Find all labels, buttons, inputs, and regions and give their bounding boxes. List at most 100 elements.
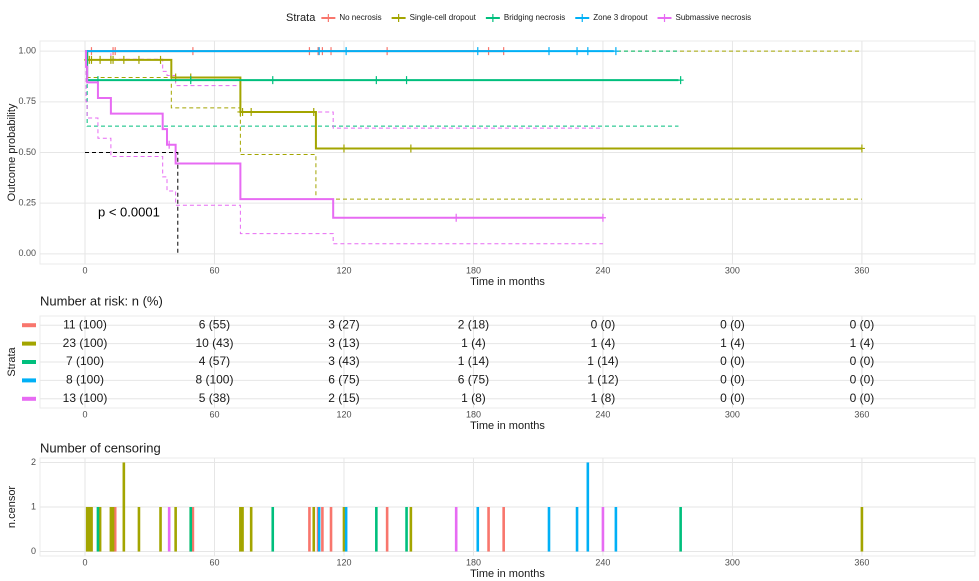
censor-bar [174, 507, 177, 552]
x-tick-label: 300 [725, 557, 740, 567]
y-tick-label: 0.50 [18, 147, 36, 157]
x-tick-label: 360 [854, 409, 869, 419]
censor-mark [97, 55, 104, 64]
risk-count: 1 (4) [591, 336, 616, 350]
risk-count: 0 (0) [850, 317, 875, 331]
x-tick-label: 60 [209, 557, 219, 567]
censor-bar [329, 507, 333, 552]
risk-count: 1 (14) [458, 354, 489, 368]
censor-mark [239, 107, 246, 116]
x-tick-label: 240 [595, 557, 610, 567]
censor-mark [157, 55, 164, 64]
censor-bar [860, 507, 864, 552]
censor-bar [476, 507, 480, 552]
censor-bar [321, 507, 324, 552]
y-tick-label: 0.75 [18, 96, 36, 106]
survival-curve [84, 50, 603, 219]
legend-label: Single-cell dropout [410, 13, 477, 22]
censor-bar [239, 507, 242, 552]
x-tick-label: 0 [82, 409, 87, 419]
risk-count: 5 (38) [199, 391, 230, 405]
x-tick-label: 0 [82, 265, 87, 275]
censor-mark [599, 213, 606, 222]
censor-mark [574, 47, 581, 56]
x-axis-title: Time in months [470, 420, 545, 432]
median-line [84, 152, 179, 254]
legend-label: Submassive necrosis [676, 13, 752, 22]
censor-bar [137, 507, 141, 552]
censor-bar [191, 507, 195, 552]
censor-mark [269, 76, 276, 85]
censor-bar [385, 507, 389, 552]
censor-bar [679, 507, 682, 552]
table-title: Number at risk: n (%) [40, 293, 163, 308]
risk-count: 0 (0) [720, 373, 745, 387]
censor-mark [248, 107, 255, 116]
censor-mark [612, 47, 619, 56]
censor-bar [312, 507, 316, 552]
censor-bar [113, 507, 117, 552]
strata-key [22, 378, 36, 383]
censor-mark [677, 76, 684, 85]
strata-key [22, 396, 36, 401]
risk-count: 6 (75) [328, 373, 359, 387]
risk-count: 4 (57) [199, 354, 230, 368]
legend-label: Bridging necrosis [504, 13, 565, 22]
censor-bar [271, 507, 275, 552]
censor-mark [310, 107, 317, 116]
censor-bar [575, 507, 579, 552]
legend-title: Strata [286, 12, 316, 24]
censor-bar [96, 507, 100, 552]
y-tick-label: 0 [31, 546, 36, 556]
censor-mark [343, 47, 350, 56]
censor-bar [308, 507, 311, 552]
ci-line [84, 50, 679, 127]
risk-count: 2 (18) [458, 317, 489, 331]
risk-count: 0 (0) [720, 317, 745, 331]
x-tick-label: 360 [854, 557, 869, 567]
risk-count: 11 (100) [63, 317, 107, 331]
x-tick-label: 180 [466, 557, 481, 567]
risk-count: 1 (4) [461, 336, 486, 350]
censor-bar [317, 507, 321, 552]
censor-bar [502, 507, 505, 552]
risk-count: 3 (27) [328, 317, 359, 331]
y-tick-label: 0.00 [18, 248, 36, 258]
censor-bar [109, 507, 113, 552]
censor-mark [120, 55, 127, 64]
risk-count: 6 (55) [199, 317, 230, 331]
y-axis-title: Outcome probability [6, 103, 18, 201]
censor-bar [122, 462, 126, 552]
censor-bar [405, 507, 408, 552]
x-tick-label: 60 [209, 409, 219, 419]
censor-mark [403, 76, 410, 85]
censor-mark [373, 76, 380, 85]
x-tick-label: 240 [595, 265, 610, 275]
risk-count: 13 (100) [63, 391, 108, 405]
censor-bar [98, 507, 102, 552]
censor-mark [187, 76, 194, 85]
risk-count: 0 (0) [850, 391, 875, 405]
censor-bar [614, 507, 618, 552]
x-axis-title: Time in months [470, 276, 545, 288]
censor-mark [88, 55, 95, 64]
censor-mark [453, 213, 460, 222]
censor-mark [110, 55, 117, 64]
censor-bar [601, 507, 605, 552]
risk-count: 0 (0) [850, 354, 875, 368]
y-tick-label: 1 [31, 501, 36, 511]
strata-key [22, 360, 36, 364]
risk-count: 3 (43) [328, 354, 359, 368]
censor-bar [487, 507, 490, 552]
censor-mark [858, 144, 865, 153]
legend-label: No necrosis [339, 13, 381, 22]
censor-bar [189, 507, 193, 552]
risk-count: 1 (8) [591, 391, 616, 405]
censor-bar [241, 507, 244, 552]
risk-count: 1 (4) [850, 336, 875, 350]
risk-count: 23 (100) [63, 336, 108, 350]
p-value: p < 0.0001 [98, 204, 160, 219]
y-tick-label: 2 [31, 457, 36, 467]
censor-bar [344, 507, 348, 552]
